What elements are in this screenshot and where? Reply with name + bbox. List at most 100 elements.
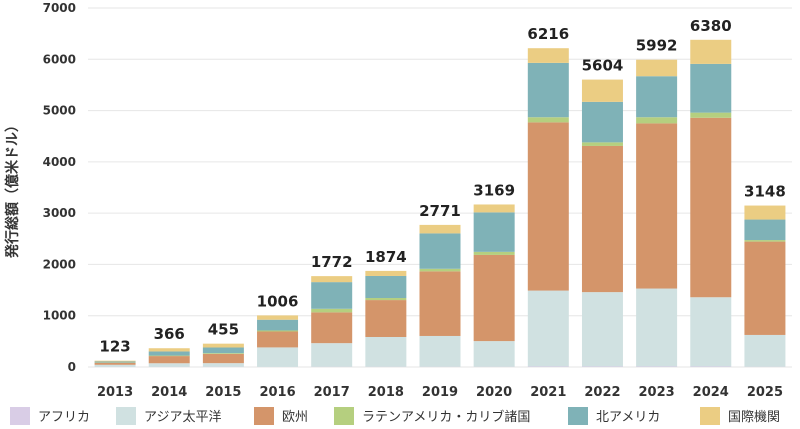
y-axis-ticks: 0 1000 2000 3000 4000 5000 6000 7000 — [43, 1, 76, 374]
bar-segment — [365, 300, 407, 337]
x-axis-ticks: 2013 2014 2015 2016 2017 2018 2019 2020 2021 2022… — [97, 385, 783, 400]
bar-segment — [581, 79, 623, 102]
legend-label: アジア太平洋 — [144, 410, 221, 425]
bar-segment — [636, 59, 678, 77]
bar-segment — [148, 356, 190, 364]
total-label: 455 — [208, 321, 239, 339]
bar-segment — [527, 62, 569, 118]
legend-swatch — [700, 407, 720, 425]
legend: アフリカ アジア太平洋 欧州 ラテンアメリカ・カリブ諸国 北アメリカ 国際機関 — [10, 407, 780, 425]
bar-segment — [257, 331, 299, 348]
x-tick-label: 2020 — [476, 385, 512, 400]
total-label: 6216 — [527, 25, 569, 43]
bar-segment — [148, 363, 190, 367]
bar-segment — [690, 112, 732, 118]
bar-segment — [581, 142, 623, 146]
legend-swatch — [568, 407, 588, 425]
bar-segment — [744, 240, 786, 242]
bar-segment — [257, 347, 299, 367]
total-label: 5604 — [582, 57, 624, 75]
bar-segment — [690, 117, 732, 298]
y-tick-label: 6000 — [43, 52, 76, 66]
bar-segment — [581, 101, 623, 143]
bar-segment — [94, 362, 136, 365]
x-tick-label: 2022 — [584, 385, 620, 400]
x-tick-label: 2015 — [205, 385, 241, 400]
bar-segment — [94, 361, 136, 363]
bar-segment — [94, 360, 136, 362]
y-tick-label: 0 — [68, 360, 76, 374]
bar-segment — [148, 348, 190, 352]
bar-segment — [202, 353, 244, 364]
x-tick-label: 2014 — [151, 385, 187, 400]
bar-segment — [473, 254, 515, 342]
x-tick-label: 2017 — [314, 385, 350, 400]
bar-segment — [636, 123, 678, 289]
total-label: 3169 — [473, 181, 515, 199]
legend-label: ラテンアメリカ・カリブ諸国 — [362, 409, 530, 425]
y-tick-label: 2000 — [43, 257, 76, 271]
x-tick-label: 2018 — [368, 385, 404, 400]
bar-segment — [690, 366, 732, 367]
y-tick-label: 4000 — [43, 155, 76, 169]
bar-segment — [419, 224, 461, 234]
bar-segment — [744, 219, 786, 241]
total-label: 5992 — [636, 37, 678, 55]
bar-segment — [419, 233, 461, 269]
bar-segment — [365, 270, 407, 276]
total-label: 6380 — [690, 17, 732, 35]
bar-segment — [311, 312, 353, 344]
total-label: 2771 — [419, 202, 461, 220]
x-tick-label: 2025 — [747, 385, 783, 400]
bar-segment — [311, 343, 353, 367]
legend-label: アフリカ — [38, 410, 90, 425]
bar-segment — [365, 275, 407, 299]
total-labels: 123 366 455 1006 1772 1874 2771 3169 6216 5604 599… — [99, 17, 785, 356]
bar-segment — [581, 366, 623, 367]
bar-segment — [473, 251, 515, 255]
bar-segment — [581, 145, 623, 293]
x-tick-label: 2021 — [530, 385, 566, 400]
bar-segment — [690, 39, 732, 64]
x-tick-label: 2024 — [693, 385, 729, 400]
bar-segment — [202, 353, 244, 354]
x-tick-label: 2019 — [422, 385, 458, 400]
bar-segment — [527, 48, 569, 63]
legend-swatch — [116, 407, 136, 425]
bar-segment — [365, 336, 407, 367]
total-label: 1006 — [257, 292, 299, 310]
bar-segment — [527, 366, 569, 367]
bar-segment — [419, 335, 461, 367]
legend-label: 国際機関 — [728, 410, 780, 425]
bar-segment — [744, 205, 786, 220]
bar-segment — [744, 334, 786, 367]
bar-segment — [636, 366, 678, 367]
bar-segment — [311, 282, 353, 309]
x-tick-label: 2023 — [639, 385, 675, 400]
bar-segment — [690, 297, 732, 367]
bar-segment — [311, 276, 353, 283]
bar-segment — [744, 241, 786, 335]
total-label: 1874 — [365, 248, 407, 266]
bar-segment — [527, 117, 569, 123]
bar-segment — [419, 268, 461, 272]
bar-segment — [148, 355, 190, 357]
bar-segment — [148, 351, 190, 356]
y-tick-label: 5000 — [43, 104, 76, 118]
bar-segment — [94, 364, 136, 367]
bar-segment — [473, 212, 515, 252]
x-tick-label: 2016 — [259, 385, 295, 400]
bar-segment — [527, 122, 569, 291]
bar-segment — [636, 76, 678, 118]
y-axis-label: 発行総額（億米ドル） — [4, 118, 21, 259]
bar-segment — [202, 363, 244, 367]
bar-segment — [365, 298, 407, 301]
bars — [94, 39, 786, 367]
total-label: 3148 — [744, 183, 786, 201]
bar-segment — [257, 319, 299, 331]
total-label: 1772 — [311, 253, 353, 271]
total-label: 366 — [154, 325, 185, 343]
y-tick-label: 7000 — [43, 1, 76, 15]
y-tick-label: 3000 — [43, 206, 76, 220]
